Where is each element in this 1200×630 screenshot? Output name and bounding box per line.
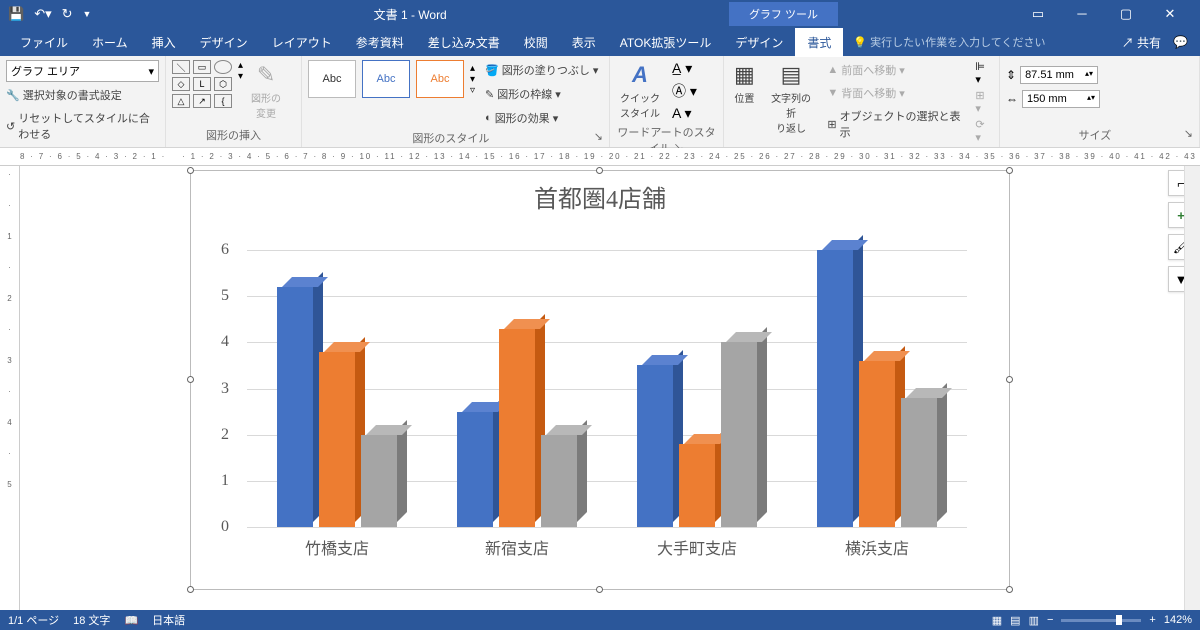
width-input[interactable]: 150 mm▴▾ bbox=[1022, 90, 1100, 108]
share-button[interactable]: ↗ 共有 bbox=[1122, 34, 1161, 51]
page-status[interactable]: 1/1 ページ bbox=[8, 612, 59, 628]
zoom-level[interactable]: 142% bbox=[1164, 614, 1192, 626]
chart-tools-contextual-tab: グラフ ツール bbox=[729, 2, 838, 26]
tell-me-search[interactable]: 💡 実行したい作業を入力してください bbox=[853, 34, 1045, 50]
zoom-in-button[interactable]: + bbox=[1149, 614, 1155, 626]
bar-0-1[interactable] bbox=[319, 352, 355, 527]
chart-object[interactable]: 首都圏4店舗 0123456竹橋支店新宿支店大手町支店横浜支店 bbox=[190, 170, 1010, 590]
change-shape-button: ✎ 図形の 変更 bbox=[247, 60, 285, 122]
x-tick-label: 新宿支店 bbox=[427, 535, 607, 559]
shape-style-2[interactable]: Abc bbox=[362, 60, 410, 98]
shape-effects-button[interactable]: ◐ 図形の効果 ▾ bbox=[485, 108, 598, 128]
y-tick-label: 1 bbox=[221, 472, 229, 490]
bar-3-0[interactable] bbox=[817, 250, 853, 527]
tab-6[interactable]: 差し込み文書 bbox=[416, 28, 512, 57]
align-button[interactable]: ⊫ ▾ bbox=[975, 60, 993, 86]
spellcheck-icon[interactable]: 📖 bbox=[124, 614, 138, 627]
tab-4[interactable]: レイアウト bbox=[260, 28, 344, 57]
selection-pane-button[interactable]: ⊞ オブジェクトの選択と表示 bbox=[827, 106, 967, 142]
close-icon[interactable]: ✕ bbox=[1150, 6, 1190, 22]
language-status[interactable]: 日本語 bbox=[152, 612, 185, 628]
tab-1[interactable]: ホーム bbox=[80, 28, 140, 57]
bar-1-0[interactable] bbox=[457, 412, 493, 527]
bar-2-0[interactable] bbox=[637, 365, 673, 527]
chart-element-label: グラフ エリア bbox=[11, 63, 80, 79]
y-tick-label: 6 bbox=[221, 241, 229, 259]
y-tick-label: 3 bbox=[221, 380, 229, 398]
group-label-size: サイズ ↘ bbox=[1006, 125, 1193, 145]
qat-more-icon[interactable]: ▼ bbox=[83, 9, 92, 19]
format-selection-button[interactable]: 🔧選択対象の書式設定 bbox=[6, 85, 159, 105]
wordart-quick-style-button[interactable]: A クイック スタイル bbox=[616, 60, 664, 122]
y-tick-label: 2 bbox=[221, 426, 229, 444]
rotate-button: ⟳ ▾ bbox=[975, 118, 993, 144]
bar-3-1[interactable] bbox=[859, 361, 895, 527]
web-layout-icon[interactable]: ▥ bbox=[1029, 614, 1039, 627]
text-wrap-button[interactable]: ▤ 文字列の折 り返し bbox=[763, 60, 820, 137]
height-input[interactable]: 87.51 mm▴▾ bbox=[1020, 66, 1098, 84]
vertical-ruler: ··1·2·3·4·5 bbox=[0, 166, 20, 610]
tab-10[interactable]: デザイン bbox=[723, 28, 795, 57]
text-fill-icon[interactable]: A̲ ▾ bbox=[672, 60, 697, 77]
read-mode-icon[interactable]: ▦ bbox=[992, 614, 1002, 627]
bring-forward-button: ▲ 前面へ移動 ▾ bbox=[827, 60, 967, 80]
width-icon: ⇔ bbox=[1006, 92, 1018, 106]
shape-style-3[interactable]: Abc bbox=[416, 60, 464, 98]
shape-gallery[interactable]: ＼▭ ◇L⬡ △↗{ bbox=[172, 60, 232, 108]
minimize-icon[interactable]: ─ bbox=[1062, 6, 1102, 22]
group-label-shapes: 図形の挿入 bbox=[172, 125, 295, 145]
group-label-shape-styles: 図形のスタイル ↘ bbox=[308, 128, 603, 148]
bar-1-2[interactable] bbox=[541, 435, 577, 527]
bar-3-2[interactable] bbox=[901, 398, 937, 527]
shape-style-1[interactable]: Abc bbox=[308, 60, 356, 98]
bar-0-0[interactable] bbox=[277, 287, 313, 527]
text-outline-icon[interactable]: Ⓐ ▾ bbox=[672, 81, 697, 101]
y-tick-label: 4 bbox=[221, 333, 229, 351]
vertical-scrollbar[interactable] bbox=[1184, 166, 1200, 610]
y-tick-label: 5 bbox=[221, 287, 229, 305]
text-effects-icon[interactable]: A ▾ bbox=[672, 105, 697, 122]
height-icon: ⇕ bbox=[1006, 68, 1016, 82]
word-count[interactable]: 18 文字 bbox=[73, 612, 110, 628]
redo-icon[interactable]: ↻ bbox=[62, 6, 73, 22]
shape-fill-button[interactable]: 🪣 図形の塗りつぶし ▾ bbox=[485, 60, 598, 80]
chart-plot-area[interactable]: 0123456竹橋支店新宿支店大手町支店横浜支店 bbox=[247, 227, 967, 527]
maximize-icon[interactable]: ▢ bbox=[1106, 6, 1146, 22]
tab-7[interactable]: 校閲 bbox=[512, 28, 560, 57]
tab-8[interactable]: 表示 bbox=[560, 28, 608, 57]
tab-3[interactable]: デザイン bbox=[188, 28, 260, 57]
bar-2-2[interactable] bbox=[721, 342, 757, 527]
print-layout-icon[interactable]: ▤ bbox=[1010, 614, 1020, 627]
reset-style-button[interactable]: ↺リセットしてスタイルに合わせる bbox=[6, 108, 159, 144]
tab-11[interactable]: 書式 bbox=[795, 28, 843, 57]
zoom-out-button[interactable]: − bbox=[1047, 614, 1053, 626]
x-tick-label: 横浜支店 bbox=[787, 535, 967, 559]
comments-icon[interactable]: 💬 bbox=[1173, 35, 1188, 49]
chart-element-selector[interactable]: グラフ エリア▾ bbox=[6, 60, 159, 82]
x-tick-label: 竹橋支店 bbox=[247, 535, 427, 559]
x-tick-label: 大手町支店 bbox=[607, 535, 787, 559]
zoom-slider[interactable] bbox=[1061, 619, 1141, 622]
tab-2[interactable]: 挿入 bbox=[140, 28, 188, 57]
bar-1-1[interactable] bbox=[499, 329, 535, 527]
group-button: ⊞ ▾ bbox=[975, 89, 993, 115]
undo-icon[interactable]: ↶▾ bbox=[34, 6, 51, 22]
shape-outline-button[interactable]: ✎ 図形の枠線 ▾ bbox=[485, 84, 598, 104]
tab-9[interactable]: ATOK拡張ツール bbox=[608, 28, 724, 57]
save-icon[interactable]: 💾 bbox=[8, 6, 24, 22]
tab-0[interactable]: ファイル bbox=[8, 28, 80, 57]
y-tick-label: 0 bbox=[221, 518, 229, 536]
bar-2-1[interactable] bbox=[679, 444, 715, 527]
tab-5[interactable]: 参考資料 bbox=[344, 28, 416, 57]
position-button[interactable]: ▦ 位置 bbox=[730, 60, 759, 107]
horizontal-ruler: 8 · 7 · 6 · 5 · 4 · 3 · 2 · 1 · · 1 · 2 … bbox=[0, 148, 1200, 166]
chart-title[interactable]: 首都圏4店舗 bbox=[191, 171, 1009, 218]
document-title: 文書 1 - Word bbox=[91, 6, 729, 23]
send-backward-button: ▼ 背面へ移動 ▾ bbox=[827, 83, 967, 103]
bar-0-2[interactable] bbox=[361, 435, 397, 527]
ribbon-display-icon[interactable]: ▭ bbox=[1018, 6, 1058, 22]
